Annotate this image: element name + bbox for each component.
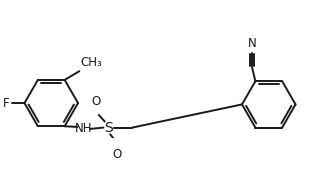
- Text: S: S: [104, 121, 113, 135]
- Text: N: N: [248, 37, 256, 50]
- Text: F: F: [3, 96, 9, 110]
- Text: NH: NH: [75, 122, 92, 135]
- Text: O: O: [112, 148, 121, 161]
- Text: O: O: [91, 95, 101, 108]
- Text: CH₃: CH₃: [80, 56, 102, 68]
